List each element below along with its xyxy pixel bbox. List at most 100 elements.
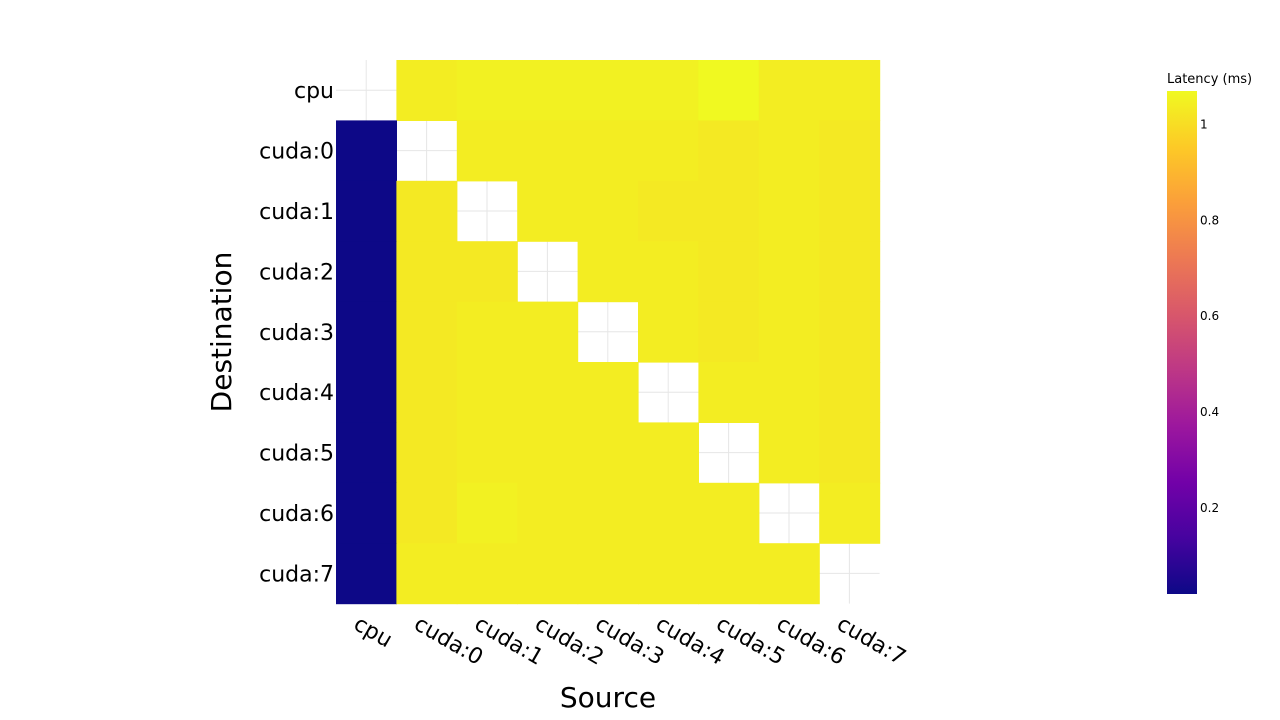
y-tick-label: cuda:2 bbox=[259, 260, 334, 285]
heatmap-cell bbox=[698, 241, 760, 303]
heatmap-cell bbox=[517, 301, 579, 363]
x-tick-label: cuda:4 bbox=[651, 612, 728, 671]
heatmap-cell bbox=[819, 482, 881, 544]
y-tick-label: cuda:3 bbox=[259, 321, 334, 346]
heatmap-cell bbox=[517, 422, 579, 484]
heatmap-cell bbox=[758, 120, 820, 182]
heatmap-cell bbox=[698, 482, 760, 544]
heatmap-cell bbox=[758, 543, 820, 605]
x-tick-label: cuda:3 bbox=[591, 612, 668, 671]
heatmap-cell bbox=[456, 241, 518, 303]
heatmap-cell bbox=[698, 180, 760, 242]
heatmap-cell bbox=[577, 543, 639, 605]
y-tick-label: cuda:5 bbox=[259, 442, 334, 467]
x-tick-label: cpu bbox=[349, 612, 396, 654]
heatmap-cell bbox=[698, 60, 760, 121]
heatmap-cell bbox=[336, 543, 397, 605]
colorbar-title: Latency (ms) bbox=[1167, 72, 1252, 87]
heatmap-cell bbox=[638, 60, 699, 121]
x-tick-label: cuda:7 bbox=[832, 612, 909, 671]
heatmap-cell bbox=[819, 60, 881, 121]
heatmap-cell bbox=[517, 60, 579, 121]
x-tick-label: cuda:6 bbox=[772, 612, 849, 671]
colorbar-gradient bbox=[1167, 91, 1197, 594]
y-axis-title: Destination bbox=[205, 252, 238, 413]
heatmap-cell bbox=[336, 482, 397, 544]
heatmap-cell bbox=[698, 362, 760, 423]
colorbar-tick-label: 0.2 bbox=[1200, 501, 1219, 515]
heatmap-cell bbox=[396, 301, 458, 363]
x-tick-label: cuda:5 bbox=[712, 612, 789, 671]
heatmap-cell bbox=[336, 422, 397, 484]
heatmap-cell bbox=[336, 301, 397, 363]
heatmap-cell bbox=[517, 180, 579, 242]
heatmap-cell bbox=[336, 120, 397, 182]
heatmap-cell bbox=[819, 362, 881, 423]
y-tick-label: cuda:6 bbox=[259, 502, 334, 527]
heatmap-cell bbox=[456, 482, 518, 544]
heatmap-cell bbox=[456, 301, 518, 363]
y-tick-label: cpu bbox=[294, 79, 334, 104]
heatmap-cell bbox=[819, 422, 881, 484]
heatmap-cell bbox=[698, 120, 760, 182]
x-tick-labels: cpu cuda:0cuda:1cuda:2cuda:3cuda:4cuda:5c… bbox=[349, 612, 910, 671]
heatmap-cell bbox=[517, 120, 579, 182]
y-tick-label: cuda:4 bbox=[259, 381, 334, 406]
heatmap-cell bbox=[456, 120, 518, 182]
heatmap-cell bbox=[456, 543, 518, 605]
heatmap-cell bbox=[396, 362, 458, 423]
heatmap-cell bbox=[638, 301, 699, 363]
heatmap-cell bbox=[758, 241, 820, 303]
heatmap-cell bbox=[577, 241, 639, 303]
heatmap-cell bbox=[396, 241, 458, 303]
x-axis-title: Source bbox=[560, 681, 656, 714]
heatmap-cell bbox=[758, 180, 820, 242]
heatmap-cell bbox=[396, 60, 458, 121]
colorbar-tick-label: 0.4 bbox=[1200, 405, 1219, 419]
heatmap-cell bbox=[698, 543, 760, 605]
heatmap-cell bbox=[577, 120, 639, 182]
x-tick-label: cuda:1 bbox=[470, 612, 547, 671]
x-tick-label: cuda:0 bbox=[410, 612, 487, 671]
heatmap-cell bbox=[396, 180, 458, 242]
heatmap-cell bbox=[638, 241, 699, 303]
heatmap-cell bbox=[577, 422, 639, 484]
heatmap-cell bbox=[517, 362, 579, 423]
heatmap-cell bbox=[517, 543, 579, 605]
heatmap-cell bbox=[577, 362, 639, 423]
y-tick-labels: cpu cuda:0 cuda:1 cuda:2 cuda:3 cuda:4 cuda:5 c… bbox=[259, 79, 334, 587]
colorbar-tick-label: 0.6 bbox=[1200, 309, 1219, 323]
heatmap-cell bbox=[638, 180, 699, 242]
heatmap-cell bbox=[758, 60, 820, 121]
heatmap-cell bbox=[456, 422, 518, 484]
heatmap-cell bbox=[396, 543, 458, 605]
heatmap-cell bbox=[638, 422, 699, 484]
heatmap-cell bbox=[819, 241, 881, 303]
y-tick-label: cuda:0 bbox=[259, 140, 334, 165]
heatmap-cell bbox=[638, 120, 699, 182]
colorbar: Latency (ms) 0.2 0.4 0.6 0.8 1 bbox=[1167, 72, 1252, 594]
y-tick-label: cuda:1 bbox=[259, 200, 334, 225]
heatmap-cell bbox=[396, 482, 458, 544]
heatmap-cell bbox=[336, 180, 397, 242]
heatmap-cell bbox=[698, 301, 760, 363]
heatmap-cell bbox=[336, 241, 397, 303]
heatmap-cell bbox=[577, 60, 639, 121]
heatmap-cell bbox=[819, 120, 881, 182]
x-tick-label: cuda:2 bbox=[530, 612, 607, 671]
heatmap-cell bbox=[758, 301, 820, 363]
heatmap-cell bbox=[819, 301, 881, 363]
heatmap-cell bbox=[396, 422, 458, 484]
heatmap-cell bbox=[577, 482, 639, 544]
heatmap-cell bbox=[638, 482, 699, 544]
heatmap-cells bbox=[336, 60, 881, 605]
heatmap-cell bbox=[638, 543, 699, 605]
heatmap-cell bbox=[819, 180, 881, 242]
colorbar-tick-label: 0.8 bbox=[1200, 213, 1219, 227]
colorbar-tick-label: 1 bbox=[1200, 118, 1208, 132]
colorbar-ticks: 0.2 0.4 0.6 0.8 1 bbox=[1200, 118, 1219, 515]
y-tick-label: cuda:7 bbox=[259, 562, 334, 587]
heatmap-cell bbox=[758, 362, 820, 423]
heatmap-cell bbox=[336, 362, 397, 423]
